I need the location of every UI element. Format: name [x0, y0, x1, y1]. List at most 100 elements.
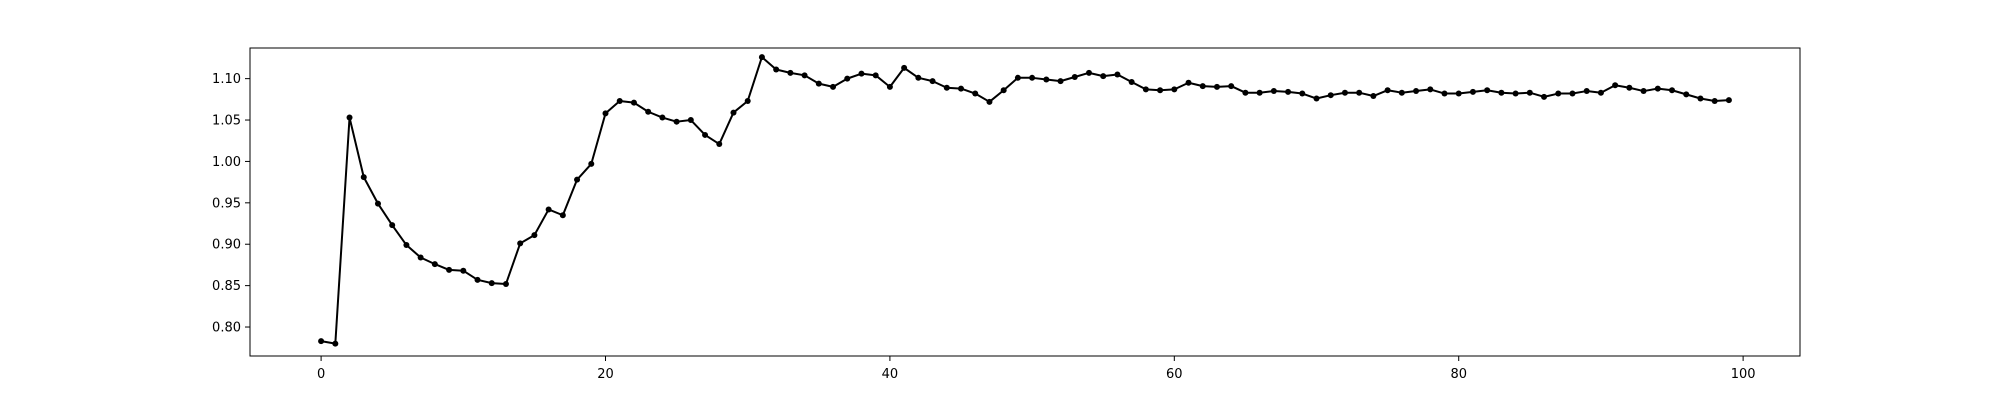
data-point: [446, 266, 453, 273]
x-tick-label: 40: [882, 367, 899, 382]
data-point: [602, 110, 609, 117]
data-point: [460, 267, 467, 274]
data-point: [630, 99, 637, 106]
data-point: [787, 69, 794, 76]
data-point: [1327, 92, 1334, 99]
data-point: [716, 141, 723, 148]
data-point: [1242, 89, 1249, 96]
data-point: [645, 108, 652, 115]
y-tick-label: 0.95: [212, 196, 241, 211]
data-point: [474, 276, 481, 283]
data-point: [360, 174, 367, 181]
y-tick-label: 1.10: [212, 72, 241, 87]
data-point: [801, 72, 808, 79]
y-tick-label: 0.85: [212, 279, 241, 294]
data-point: [972, 90, 979, 97]
data-point: [1313, 95, 1320, 102]
data-point: [1469, 88, 1476, 95]
data-point: [1356, 89, 1363, 96]
data-point: [886, 83, 893, 90]
data-point: [758, 54, 765, 61]
series-line: [320, 56, 1729, 345]
data-point: [1640, 88, 1647, 95]
data-point: [1541, 93, 1548, 100]
data-point: [1228, 83, 1235, 90]
data-point: [374, 200, 381, 207]
data-point: [1043, 76, 1050, 83]
data-point: [502, 280, 509, 287]
data-point: [1114, 71, 1121, 78]
data-point: [1142, 86, 1149, 93]
data-point: [1612, 82, 1619, 89]
plot-frame: [249, 47, 1801, 357]
data-point: [389, 222, 396, 229]
x-axis: 0 20 40 60 80 100: [317, 356, 1756, 382]
data-point: [1000, 87, 1007, 94]
data-point: [1029, 74, 1036, 81]
data-point: [1725, 97, 1732, 104]
data-point: [1455, 90, 1462, 97]
data-point: [1597, 89, 1604, 96]
data-point: [1185, 79, 1192, 86]
data-point: [588, 160, 595, 167]
data-point: [1384, 87, 1391, 94]
data-point: [403, 242, 410, 249]
data-point: [1085, 69, 1092, 76]
data-point: [1341, 89, 1348, 96]
data-point: [1711, 97, 1718, 104]
y-tick-label: 1.00: [212, 155, 241, 170]
data-point: [1128, 78, 1135, 85]
data-point: [1427, 86, 1434, 93]
y-axis: 0.80 0.85 0.90 0.95 1.00 1.05 1.10: [212, 72, 250, 336]
data-point: [744, 97, 751, 104]
data-point: [958, 85, 965, 92]
data-point: [1441, 90, 1448, 97]
data-point: [1213, 83, 1220, 90]
data-point: [517, 240, 524, 247]
data-point: [1199, 83, 1206, 90]
data-point: [559, 212, 566, 219]
data-point: [702, 131, 709, 138]
data-point: [1654, 85, 1661, 92]
data-point: [730, 109, 737, 116]
data-point: [1484, 87, 1491, 94]
data-point: [1498, 89, 1505, 96]
data-point: [1370, 93, 1377, 100]
x-tick-label: 20: [597, 367, 614, 382]
data-point: [488, 280, 495, 287]
x-tick-label: 0: [317, 367, 325, 382]
data-point: [773, 66, 780, 73]
data-point: [1555, 90, 1562, 97]
x-tick-label: 100: [1731, 367, 1756, 382]
y-tick-label: 1.05: [212, 114, 241, 129]
data-point: [872, 72, 879, 79]
data-point: [986, 98, 993, 105]
data-point: [1100, 73, 1107, 80]
data-point: [531, 232, 538, 239]
data-point: [332, 340, 339, 347]
data-point: [659, 114, 666, 121]
data-point: [1569, 90, 1576, 97]
data-point: [687, 117, 694, 124]
data-point: [1583, 88, 1590, 95]
data-point: [1071, 73, 1078, 80]
data-point: [417, 254, 424, 261]
data-point: [815, 80, 822, 87]
data-point: [1683, 91, 1690, 98]
data-point: [431, 261, 438, 268]
data-point: [318, 338, 325, 345]
data-point: [1157, 87, 1164, 94]
data-point: [1299, 90, 1306, 97]
data-point: [1526, 89, 1533, 96]
data-point: [1398, 89, 1405, 96]
x-tick-label: 80: [1450, 367, 1467, 382]
data-point: [901, 64, 908, 71]
data-point: [1512, 90, 1519, 97]
data-point: [1697, 95, 1704, 102]
data-point: [1270, 88, 1277, 95]
data-point: [1057, 78, 1064, 85]
data-point: [830, 83, 837, 90]
data-point: [915, 74, 922, 81]
data-point: [1285, 88, 1292, 95]
